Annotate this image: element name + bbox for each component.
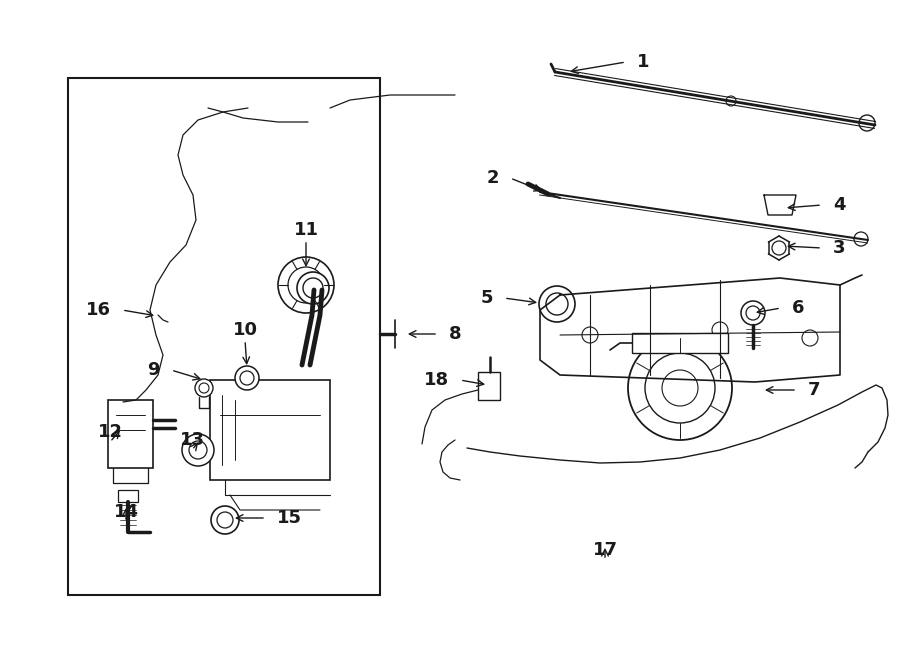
Circle shape [582, 327, 598, 343]
Text: 9: 9 [148, 361, 160, 379]
Text: 6: 6 [792, 299, 805, 317]
Text: 16: 16 [86, 301, 111, 319]
Circle shape [278, 257, 334, 313]
Circle shape [628, 336, 732, 440]
Circle shape [195, 379, 213, 397]
Text: 15: 15 [277, 509, 302, 527]
Bar [210, 380, 330, 480]
Text: 8: 8 [449, 325, 462, 343]
Text: 1: 1 [637, 53, 650, 71]
Text: 10: 10 [232, 321, 257, 339]
Text: 13: 13 [179, 431, 204, 449]
Circle shape [211, 506, 239, 534]
Circle shape [726, 96, 736, 106]
Circle shape [539, 286, 575, 322]
Bar [108, 400, 153, 468]
Text: 14: 14 [113, 503, 139, 521]
Circle shape [802, 330, 818, 346]
Text: 17: 17 [592, 541, 617, 559]
Bar [478, 372, 500, 400]
Circle shape [182, 434, 214, 466]
Circle shape [741, 301, 765, 325]
Circle shape [854, 232, 868, 246]
Text: 12: 12 [97, 423, 122, 441]
Circle shape [235, 366, 259, 390]
Text: 5: 5 [481, 289, 493, 307]
Circle shape [712, 322, 728, 338]
Text: 3: 3 [833, 239, 845, 257]
Text: 4: 4 [833, 196, 845, 214]
Text: 7: 7 [808, 381, 821, 399]
Text: 2: 2 [487, 169, 499, 187]
Circle shape [859, 115, 875, 131]
Bar [632, 333, 728, 353]
Text: 11: 11 [293, 221, 319, 239]
Bar [68, 78, 380, 595]
Bar [118, 490, 138, 502]
Text: 18: 18 [424, 371, 449, 389]
Circle shape [297, 272, 329, 304]
